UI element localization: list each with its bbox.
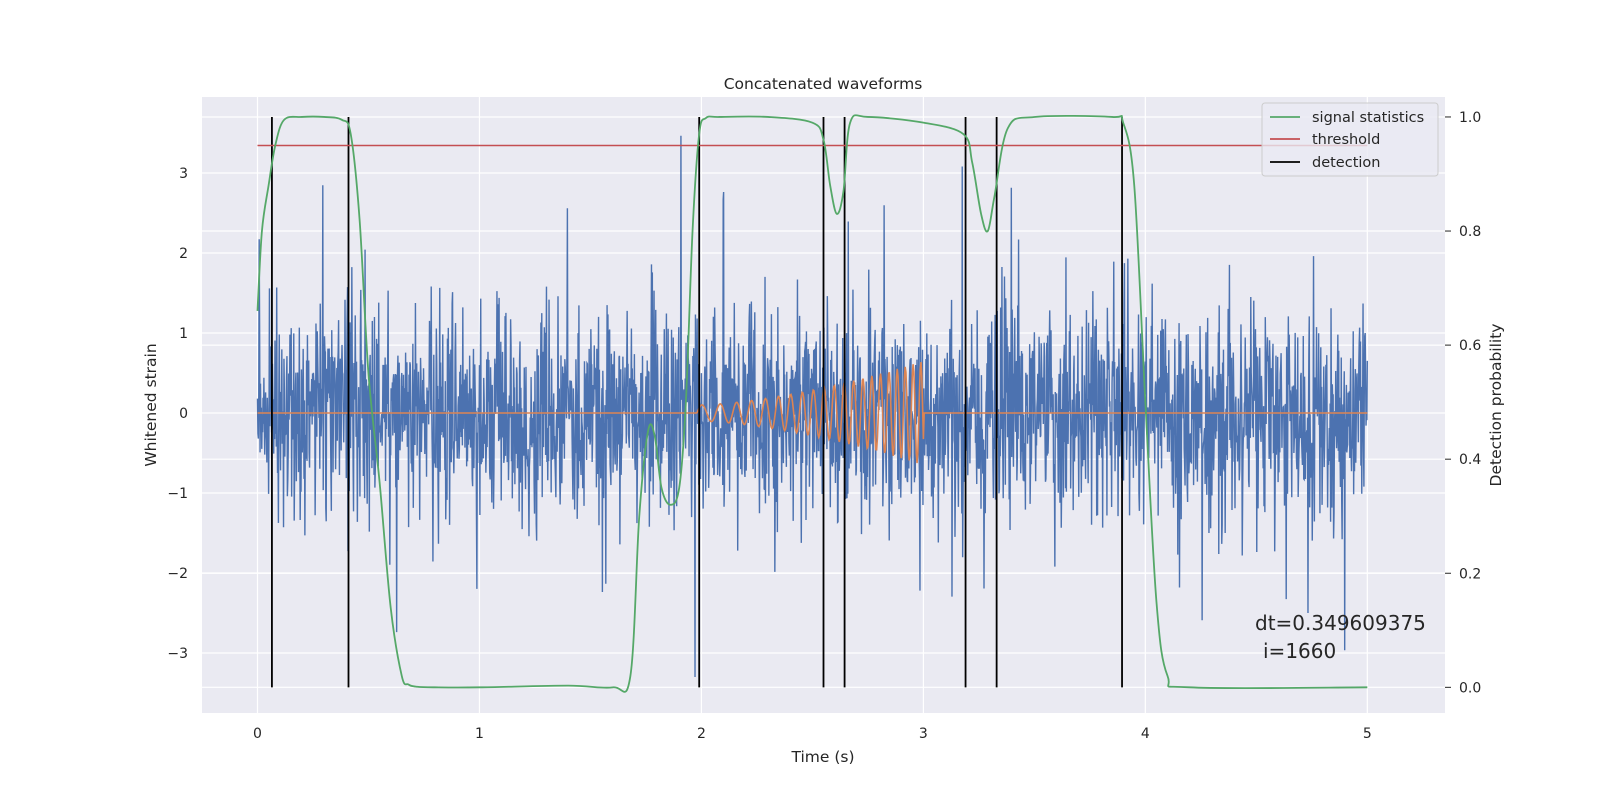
axis-ticks: 0 1 2 3 4 5 −3 −2 −1 0 1 2 3 0.0 0.2 0.4 0.6 0.8 1.0 bbox=[167, 110, 1481, 742]
legend-label-signal-statistics: signal statistics bbox=[1312, 110, 1424, 126]
y-tick-label-left: 0 bbox=[179, 406, 188, 422]
y-tick-label-left: −2 bbox=[167, 566, 188, 582]
chart-title: Concatenated waveforms bbox=[724, 75, 923, 93]
legend-label-detection: detection bbox=[1312, 155, 1380, 171]
strain-series bbox=[256, 135, 1369, 678]
signal-statistics-trace bbox=[256, 114, 1368, 693]
y-tick-label-left: 2 bbox=[179, 246, 188, 262]
x-tick-label: 1 bbox=[475, 726, 484, 742]
legend-label-threshold: threshold bbox=[1312, 132, 1380, 148]
x-tick-label: 2 bbox=[697, 726, 706, 742]
annotation-dt: dt=0.349609375 bbox=[1255, 611, 1426, 635]
x-tick-label: 4 bbox=[1141, 726, 1150, 742]
x-axis-label: Time (s) bbox=[790, 748, 854, 766]
y-tick-label-left: −3 bbox=[167, 646, 188, 662]
y-axis-label-right: Detection probability bbox=[1487, 324, 1505, 487]
y-tick-label-right: 0.4 bbox=[1459, 452, 1481, 468]
strain-trace bbox=[256, 135, 1369, 678]
template-series bbox=[257, 362, 1368, 464]
y-tick-label-left: 1 bbox=[179, 326, 188, 342]
annotation-i: i=1660 bbox=[1263, 639, 1336, 663]
x-tick-label: 0 bbox=[253, 726, 262, 742]
x-tick-label: 5 bbox=[1363, 726, 1372, 742]
template-trace bbox=[257, 362, 1368, 464]
signal-statistics-line bbox=[256, 114, 1368, 693]
legend: signal statistics threshold detection bbox=[1261, 102, 1439, 177]
y-tick-label-right: 1.0 bbox=[1459, 110, 1481, 126]
detection-lines bbox=[271, 116, 1123, 688]
legend-box bbox=[1261, 102, 1439, 177]
y-tick-label-right: 0.2 bbox=[1459, 566, 1481, 582]
x-tick-label: 3 bbox=[919, 726, 928, 742]
y-tick-label-right: 0.6 bbox=[1459, 338, 1481, 354]
y-tick-label-left: 3 bbox=[179, 166, 188, 182]
y-axis-label-left: Whitened strain bbox=[142, 343, 160, 466]
y-tick-label-right: 0.8 bbox=[1459, 224, 1481, 240]
y-tick-label-right: 0.0 bbox=[1459, 680, 1481, 696]
y-tick-label-left: −1 bbox=[167, 486, 188, 502]
